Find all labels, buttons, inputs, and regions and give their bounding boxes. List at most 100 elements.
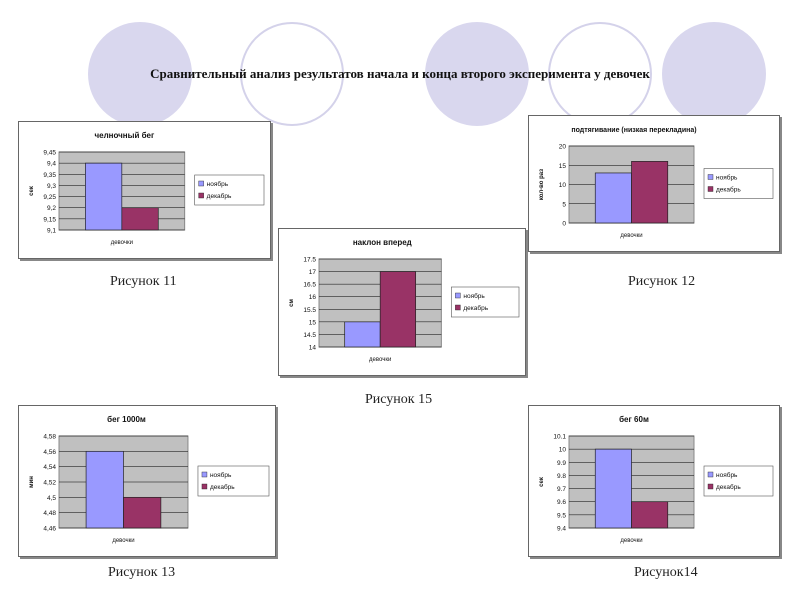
legend-swatch — [201, 483, 208, 490]
chart-svg: бег 1000м 4,46 4,48 4,5 4,52 4,54 4,56 4,58 дево… — [29, 415, 270, 544]
y-axis-label: сек — [29, 186, 35, 196]
y-tick-label: 9.6 — [557, 499, 566, 506]
legend-swatch — [707, 471, 714, 478]
y-tick-label: 9,15 — [43, 216, 56, 223]
y-axis-label: кол-во раз — [539, 169, 545, 200]
bar-november — [594, 448, 632, 529]
bar-november — [344, 321, 381, 348]
caption-figure-15: Рисунок 15 — [365, 392, 433, 407]
y-tick-label: 15.5 — [303, 307, 316, 314]
legend-label: ноябрь — [207, 180, 229, 188]
y-tick-label: 9.4 — [557, 526, 566, 533]
bar-november — [85, 450, 124, 529]
legend-swatch — [455, 304, 461, 311]
chart-title: бег 60м — [619, 415, 649, 424]
y-tick-label: 15 — [559, 163, 567, 170]
y-tick-label: 4,58 — [43, 434, 56, 441]
x-axis-label: девочки — [112, 538, 134, 544]
bar-november — [85, 162, 123, 231]
y-tick-label: 10 — [559, 447, 567, 454]
y-tick-label: 4,5 — [47, 495, 56, 502]
y-tick-label: 4,54 — [43, 464, 56, 471]
bar-november — [594, 172, 632, 224]
y-tick-label: 20 — [559, 144, 567, 151]
legend-label: ноябрь — [210, 471, 232, 479]
y-tick-label: 9,3 — [47, 183, 56, 190]
y-tick-label: 9,35 — [43, 172, 56, 179]
decorative-circle — [88, 22, 192, 126]
y-tick-label: 14 — [309, 345, 317, 352]
legend-label: декабрь — [463, 304, 488, 312]
y-tick-label: 0 — [562, 221, 566, 228]
y-tick-label: 4,48 — [43, 510, 56, 517]
chart-forward-bend: наклон вперед 14 14.5 15 15.5 16 16.5 17 17.5 дев… — [278, 228, 526, 376]
legend-swatch — [198, 180, 204, 187]
y-tick-label: 4,46 — [43, 526, 56, 533]
decorative-circle — [425, 22, 529, 126]
caption-figure-12: Рисунок 12 — [628, 274, 696, 289]
legend-swatch — [707, 483, 714, 490]
y-tick-label: 9,1 — [47, 228, 56, 235]
y-tick-label: 9,45 — [43, 150, 56, 157]
x-axis-label: девочки — [620, 538, 642, 544]
legend-label: ноябрь — [716, 471, 738, 479]
y-tick-label: 17 — [309, 269, 317, 276]
chart-title: подтягивание (низкая перекладина) — [571, 127, 696, 134]
bar-december — [631, 501, 669, 529]
y-tick-label: 9.5 — [557, 512, 566, 519]
legend-label: декабрь — [210, 483, 235, 491]
caption-figure-11: Рисунок 11 — [110, 274, 177, 289]
y-tick-label: 10.1 — [553, 434, 566, 441]
legend-label: декабрь — [207, 192, 232, 200]
chart-svg: наклон вперед 14 14.5 15 15.5 16 16.5 17 17.5 дев… — [289, 238, 520, 363]
y-tick-label: 9,2 — [47, 205, 56, 212]
x-axis-label: девочки — [369, 357, 391, 363]
y-axis-label: мин — [29, 476, 35, 488]
chart-svg: бег 60м 9.4 9.5 9.6 9.7 9.8 9.9 10 10.1 девочки се… — [539, 415, 774, 544]
chart-title: бег 1000м — [107, 415, 146, 424]
decorative-circle — [548, 22, 652, 126]
y-tick-label: 15 — [309, 319, 317, 326]
y-tick-label: 14.5 — [303, 332, 316, 339]
bar-december — [379, 271, 417, 348]
y-tick-label: 10 — [559, 182, 567, 189]
chart-svg: челночный бег 9,1 9,15 9,2 9,25 9,3 9,35 9,4 9,4… — [29, 131, 265, 246]
chart-title: наклон вперед — [353, 238, 412, 247]
y-tick-label: 16.5 — [303, 282, 316, 289]
caption-figure-13: Рисунок 13 — [108, 565, 176, 580]
caption-figure-14: Рисунок14 — [634, 565, 698, 580]
legend-swatch — [201, 471, 208, 478]
chart-pull-ups: подтягивание (низкая перекладина) 0 5 10 15 2… — [528, 115, 780, 252]
x-axis-label: девочки — [620, 233, 642, 239]
y-tick-label: 9.8 — [557, 473, 566, 480]
y-tick-label: 5 — [562, 201, 566, 208]
y-tick-label: 17.5 — [303, 257, 316, 264]
legend-label: ноябрь — [463, 292, 485, 300]
y-tick-label: 16 — [309, 294, 317, 301]
chart-title: челночный бег — [94, 131, 155, 140]
legend-box — [451, 286, 520, 318]
slide-title: Сравнительный анализ результатов начала … — [150, 66, 650, 81]
bar-december — [121, 207, 159, 231]
y-tick-label: 9,4 — [47, 161, 56, 168]
decorative-circle — [662, 22, 766, 126]
legend-box — [703, 465, 774, 497]
y-axis-label: см — [289, 299, 295, 307]
legend-box — [194, 174, 265, 206]
y-tick-label: 9.7 — [557, 486, 566, 493]
y-tick-label: 4,52 — [43, 480, 56, 487]
legend-swatch — [707, 174, 714, 180]
legend-box — [703, 168, 774, 199]
y-axis-label: сек — [539, 477, 545, 487]
legend-box — [197, 465, 270, 497]
y-tick-label: 9.9 — [557, 460, 566, 467]
legend-label: декабрь — [716, 483, 741, 491]
chart-svg: подтягивание (низкая перекладина) 0 5 10 15 2… — [539, 127, 774, 239]
y-tick-label: 9,25 — [43, 194, 56, 201]
y-tick-label: 4,56 — [43, 449, 56, 456]
x-axis-label: девочки — [111, 240, 133, 246]
legend-swatch — [707, 186, 714, 192]
legend-label: декабрь — [716, 186, 741, 194]
legend-label: ноябрь — [716, 174, 738, 182]
chart-run-60m: бег 60м 9.4 9.5 9.6 9.7 9.8 9.9 10 10.1 девочки се… — [528, 405, 780, 557]
